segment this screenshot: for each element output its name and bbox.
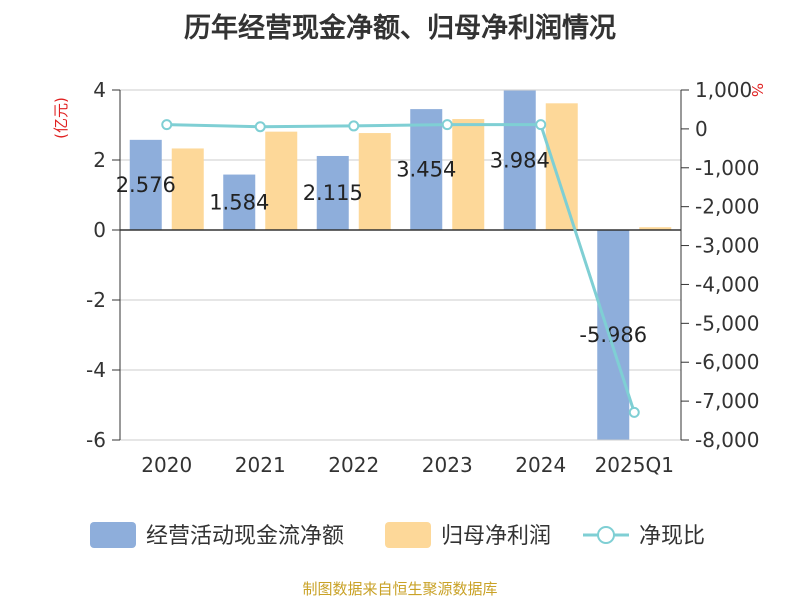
legend-swatch xyxy=(385,522,431,548)
bar-data-label: 2.576 xyxy=(116,173,176,197)
line-point xyxy=(254,121,266,133)
right-axis-tick-label: -6,000 xyxy=(695,350,759,374)
legend-label: 经营活动现金流净额 xyxy=(146,524,344,549)
bar xyxy=(452,119,485,230)
right-axis-tick-label: -4,000 xyxy=(695,272,759,296)
right-axis-tick-label: 0 xyxy=(695,117,708,141)
legend-swatch xyxy=(90,522,136,548)
line-point xyxy=(348,120,360,132)
x-axis-tick-label: 2021 xyxy=(235,453,286,477)
legend-swatch-marker xyxy=(597,526,615,544)
line-point xyxy=(441,119,453,131)
left-axis-tick-label: -6 xyxy=(86,428,106,452)
x-axis-tick-label: 2022 xyxy=(328,453,379,477)
right-axis-tick-label: -1,000 xyxy=(695,156,759,180)
bar xyxy=(129,139,162,230)
right-axis-tick-label: -3,000 xyxy=(695,234,759,258)
line-point xyxy=(161,119,173,131)
bar-data-label: -5.986 xyxy=(579,323,647,347)
right-axis-tick-label: -7,000 xyxy=(695,389,759,413)
left-axis-tick-label: -2 xyxy=(86,288,106,312)
left-axis-tick-label: 4 xyxy=(93,78,106,102)
right-axis-tick-label: -5,000 xyxy=(695,311,759,335)
x-axis-tick-label: 2023 xyxy=(422,453,473,477)
chart-title: 历年经营现金净额、归母净利润情况 xyxy=(184,13,616,44)
line-series xyxy=(166,123,636,413)
legend-label: 净现比 xyxy=(639,524,705,549)
left-axis-unit: (亿元) xyxy=(52,97,70,139)
x-axis-tick-label: 2025Q1 xyxy=(595,453,674,477)
right-axis-tick-label: 1,000 xyxy=(695,78,752,102)
right-axis-tick-label: -2,000 xyxy=(695,195,759,219)
line-point xyxy=(628,406,640,418)
bar xyxy=(597,230,630,440)
line-point xyxy=(535,119,547,131)
bar-data-label: 2.115 xyxy=(303,181,363,205)
bar xyxy=(358,133,391,230)
right-axis-tick-label: -8,000 xyxy=(695,428,759,452)
bar xyxy=(545,103,578,230)
bar-data-label: 1.584 xyxy=(209,190,269,214)
x-axis-tick-label: 2020 xyxy=(141,453,192,477)
bar xyxy=(223,174,256,230)
bar-data-label: 3.984 xyxy=(490,148,550,172)
bar xyxy=(265,131,298,230)
x-axis-tick-label: 2024 xyxy=(515,453,566,477)
bar xyxy=(639,227,672,230)
bar xyxy=(316,155,349,230)
bar xyxy=(503,90,536,230)
legend-label: 归母净利润 xyxy=(441,524,551,549)
bar-data-label: 3.454 xyxy=(396,158,456,182)
left-axis-tick-label: 0 xyxy=(93,218,106,242)
left-axis-tick-label: -4 xyxy=(86,358,106,382)
source-note: 制图数据来自恒生聚源数据库 xyxy=(302,580,498,598)
bar xyxy=(171,148,204,230)
bar xyxy=(410,109,443,230)
left-axis-tick-label: 2 xyxy=(93,148,106,172)
right-axis-unit: % xyxy=(748,83,766,97)
